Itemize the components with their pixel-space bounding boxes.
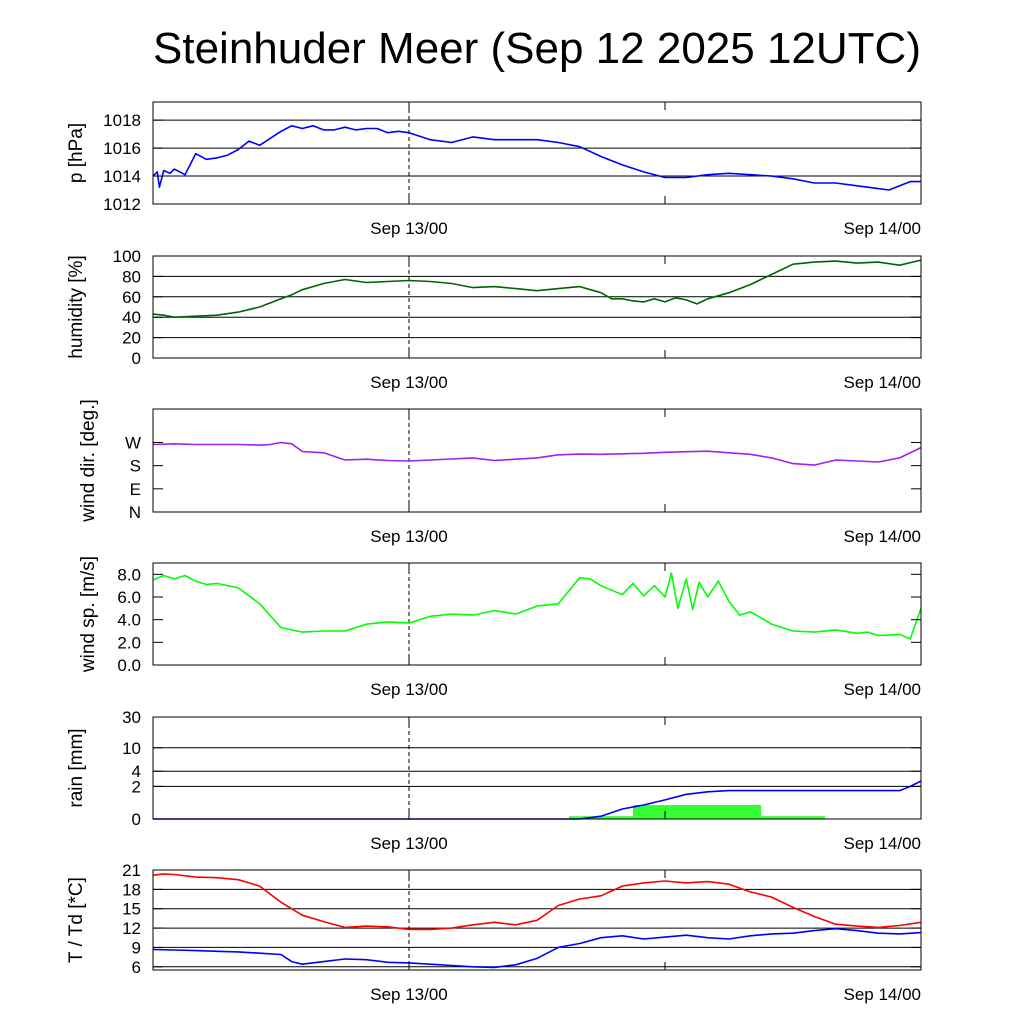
humidity-series-line <box>152 259 922 319</box>
wind-speed-y-tick-label: 6.0 <box>117 588 141 607</box>
pressure-series-line <box>152 125 921 191</box>
humidity-y-tick-label: 60 <box>122 288 141 307</box>
humidity-y-tick-label: 0 <box>132 349 141 368</box>
rain-y-axis-label: rain [mm] <box>66 728 87 807</box>
temperature-dewpoint-y-tick-label: 6 <box>132 958 141 977</box>
wind-direction-y-tick-label: S <box>130 457 141 476</box>
rain-frame <box>152 716 922 820</box>
rain-x-tick-label: Sep 13/00 <box>370 834 448 853</box>
humidity-y-tick-label: 80 <box>122 267 141 286</box>
wind-direction-x-tick-label: Sep 13/00 <box>370 527 448 546</box>
humidity-y-tick-label: 100 <box>113 247 141 266</box>
humidity-y-tick-label: 20 <box>122 329 141 348</box>
rain-y-tick-label: 4 <box>132 762 141 781</box>
wind-direction-x-tick-label: Sep 14/00 <box>843 527 921 546</box>
rain-bar <box>633 805 761 819</box>
temperature-dewpoint-x-tick-label: Sep 14/00 <box>843 985 921 1004</box>
pressure-frame <box>152 101 922 205</box>
pressure-y-tick-label: 1016 <box>103 139 141 158</box>
rain-x-tick-label: Sep 14/00 <box>843 834 921 853</box>
wind-speed-frame <box>152 562 922 666</box>
pressure-y-axis-label: p [hPa] <box>66 123 87 183</box>
temperature-dewpoint-frame <box>152 869 922 971</box>
temperature-dewpoint-series-line <box>152 873 922 931</box>
pressure-x-tick-label: Sep 13/00 <box>370 219 448 238</box>
wind-speed-x-tick-label: Sep 14/00 <box>843 680 921 699</box>
wind-speed-y-tick-label: 2.0 <box>117 633 141 652</box>
wind-direction-frame <box>152 408 922 513</box>
rain-series-line <box>153 780 922 820</box>
wind-direction-y-tick-label: E <box>130 480 141 499</box>
temperature-dewpoint-series-line <box>152 927 922 969</box>
temperature-dewpoint-y-axis-label: T / Td [*C] <box>66 877 87 963</box>
chart-title: Steinhuder Meer (Sep 12 2025 12UTC) <box>153 24 921 73</box>
humidity-x-tick-label: Sep 13/00 <box>370 373 448 392</box>
temperature-dewpoint-y-tick-label: 18 <box>122 880 141 899</box>
humidity-frame <box>152 255 922 359</box>
temperature-dewpoint-y-tick-label: 12 <box>122 919 141 938</box>
wind-speed-y-tick-label: 0.0 <box>117 656 141 675</box>
rain-y-tick-label: 2 <box>132 777 141 796</box>
temperature-dewpoint-y-tick-label: 15 <box>122 900 141 919</box>
rain-y-tick-label: 30 <box>122 708 141 727</box>
pressure-y-tick-label: 1012 <box>103 195 141 214</box>
wind-direction-y-tick-label: N <box>129 503 141 522</box>
wind-speed-y-tick-label: 8.0 <box>117 565 141 584</box>
rain-y-tick-label: 10 <box>122 739 141 758</box>
pressure-x-tick-label: Sep 14/00 <box>843 219 921 238</box>
wind-speed-x-tick-label: Sep 13/00 <box>370 680 448 699</box>
humidity-y-tick-label: 40 <box>122 308 141 327</box>
pressure-y-tick-label: 1018 <box>103 111 141 130</box>
temperature-dewpoint-x-tick-label: Sep 13/00 <box>370 985 448 1004</box>
wind-speed-y-tick-label: 4.0 <box>117 611 141 630</box>
wind-direction-y-tick-label: W <box>125 433 141 452</box>
wind-direction-y-axis-label: wind dir. [deg.] <box>78 399 99 523</box>
temperature-dewpoint-y-tick-label: 9 <box>132 938 141 957</box>
wind-speed-series-line <box>152 572 922 640</box>
pressure-y-tick-label: 1014 <box>103 167 141 186</box>
humidity-x-tick-label: Sep 14/00 <box>843 373 921 392</box>
rain-bar <box>761 816 825 819</box>
rain-y-tick-label: 0 <box>132 810 141 829</box>
wind-speed-y-axis-label: wind sp. [m/s] <box>78 556 99 673</box>
wind-direction-series-line <box>152 441 922 466</box>
rain-bar <box>569 816 633 819</box>
temperature-dewpoint-y-tick-label: 21 <box>122 861 141 880</box>
humidity-y-axis-label: humidity [%] <box>66 255 87 358</box>
